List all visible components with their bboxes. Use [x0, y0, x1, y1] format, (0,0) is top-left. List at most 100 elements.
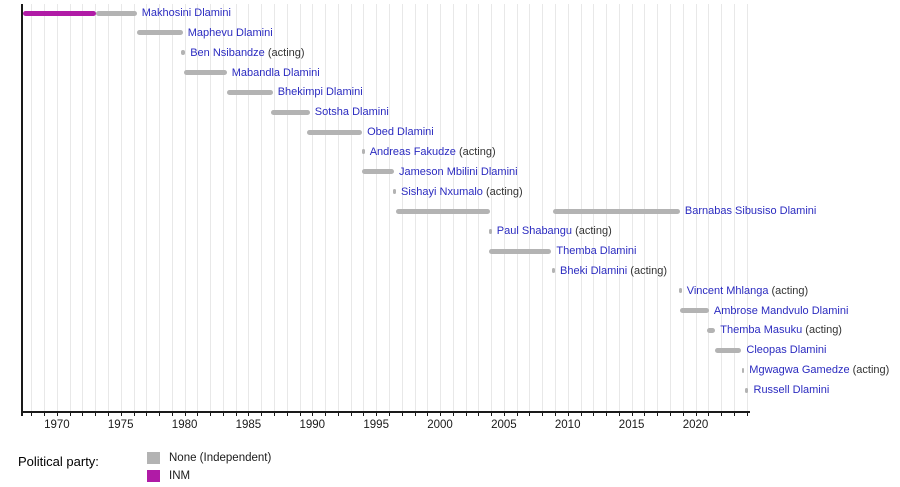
pm-name-text: Themba Masuku [720, 324, 803, 337]
axis-tick [210, 412, 212, 416]
year-gridline [503, 4, 505, 412]
axis-tick [363, 412, 365, 416]
axis-tick [388, 412, 390, 416]
year-gridline [657, 4, 659, 412]
year-gridline [261, 4, 263, 412]
pm-name-label: Obed Dlamini [367, 125, 434, 139]
pm-name-label: Sotsha Dlamini [315, 105, 389, 119]
pm-name-text: Themba Dlamini [556, 245, 637, 258]
year-gridline [95, 4, 97, 412]
pm-term-bar [741, 367, 745, 373]
axis-tick [631, 412, 633, 416]
year-gridline [274, 4, 275, 412]
year-gridline [159, 4, 160, 412]
year-gridline [491, 4, 493, 412]
year-gridline [248, 4, 250, 412]
pm-term-bar [680, 308, 709, 314]
pm-name-text: Mgwagwa Gamedze [749, 364, 850, 377]
pm-name-label: Cleopas Dlamini [746, 343, 826, 357]
pm-name-label: Maphevu Dlamini [188, 26, 273, 40]
pm-term-bar [23, 10, 96, 16]
axis-tick [248, 412, 250, 416]
axis-tick [606, 412, 608, 416]
axis-tick [657, 412, 659, 416]
pm-term-bar [488, 228, 492, 234]
pm-name-text: Vincent Mhlanga [686, 284, 769, 297]
year-gridline [286, 4, 288, 412]
pm-name-label: Sishayi Nxumalo (acting) [401, 185, 523, 199]
year-gridline [580, 4, 582, 412]
pm-name-text: Mabandla Dlamini [231, 66, 320, 79]
pm-name-text: Paul Shabangu [496, 225, 573, 238]
year-gridline [593, 4, 595, 412]
year-gridline [350, 4, 352, 412]
pm-name-text: Sishayi Nxumalo [401, 185, 483, 198]
axis-tick [644, 412, 646, 416]
pm-name-label: Makhosini Dlamini [142, 6, 231, 20]
year-gridline [529, 4, 531, 412]
legend-item-label: None (Independent) [169, 452, 272, 464]
pm-name-text: Sotsha Dlamini [314, 106, 389, 119]
axis-tick [593, 412, 595, 416]
axis-tick [325, 412, 327, 416]
year-gridline [44, 4, 46, 412]
pm-name-label: Barnabas Sibusiso Dlamini [685, 204, 816, 218]
pm-name-label: Ben Nsibandze (acting) [190, 46, 304, 60]
year-gridline [631, 4, 633, 412]
x-axis-tick-label: 1970 [44, 419, 70, 431]
axis-tick [56, 412, 58, 416]
x-axis-tick-label: 2020 [682, 419, 709, 431]
year-gridline [171, 4, 173, 412]
axis-tick [555, 412, 556, 416]
axis-tick [44, 412, 46, 416]
axis-tick [721, 412, 722, 416]
year-gridline [414, 4, 416, 412]
pm-term-bar [183, 70, 227, 75]
pm-term-bar [226, 89, 273, 95]
pm-name-text: Obed Dlamini [367, 126, 434, 138]
axis-tick [542, 412, 544, 416]
pm-term-bar [715, 347, 742, 353]
acting-suffix-text: (acting) [802, 324, 842, 337]
axis-tick [133, 412, 135, 416]
pm-name-text: Makhosini Dlamini [141, 7, 231, 19]
y-axis-line [21, 4, 23, 416]
axis-tick [312, 412, 314, 416]
pm-term-bar [270, 109, 310, 115]
pm-name-text: Andreas Fakudze [369, 145, 456, 158]
x-axis-tick-label: 1975 [107, 419, 134, 431]
axis-tick [478, 412, 480, 416]
pm-name-label: Russell Dlamini [754, 383, 830, 397]
acting-suffix-text: (acting) [627, 264, 667, 277]
pm-name-label: Themba Dlamini [556, 244, 636, 258]
axis-tick [682, 412, 684, 416]
axis-tick [516, 412, 518, 416]
axis-tick [427, 412, 429, 416]
year-gridline [478, 4, 480, 412]
pm-name-text: Ben Nsibandze [190, 46, 265, 59]
axis-tick [618, 412, 620, 416]
pm-term-bar [392, 189, 396, 195]
year-gridline [746, 4, 748, 412]
year-gridline [376, 4, 378, 412]
axis-tick [274, 412, 275, 416]
pm-name-label: Themba Masuku (acting) [720, 323, 842, 337]
acting-suffix-text: (acting) [849, 364, 890, 377]
pm-name-text: Jameson Mbilini Dlamini [399, 165, 518, 178]
axis-tick [235, 412, 237, 416]
axis-tick [465, 412, 467, 416]
axis-tick [299, 412, 301, 416]
year-gridline [401, 4, 403, 412]
year-gridline [146, 4, 148, 412]
year-gridline [184, 4, 186, 412]
x-axis-tick-label: 2010 [554, 419, 581, 431]
year-gridline [695, 4, 697, 412]
pm-name-text: Bhekimpi Dlamini [277, 86, 363, 99]
axis-tick [286, 412, 288, 416]
year-gridline [542, 4, 544, 412]
year-gridline [388, 4, 390, 412]
pm-term-bar [551, 268, 555, 274]
year-gridline [312, 4, 314, 412]
pm-name-text: Barnabas Sibusiso Dlamini [684, 205, 817, 218]
